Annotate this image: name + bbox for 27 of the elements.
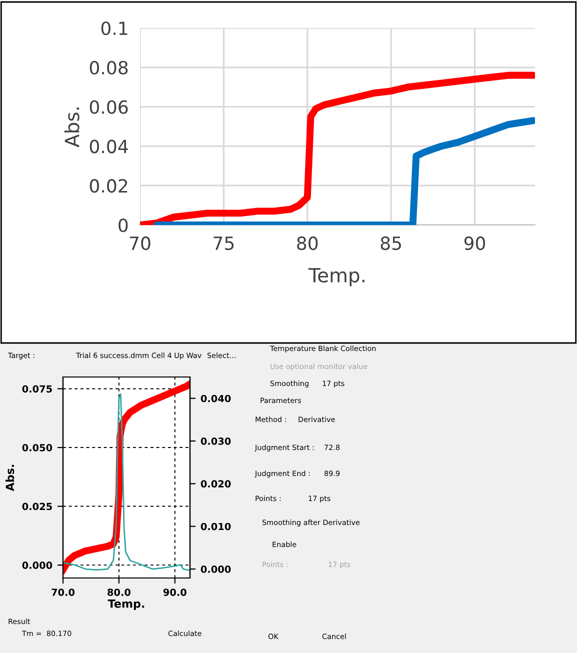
y-tick-label: 0.000 <box>22 562 52 569</box>
y-tick-label: 0.025 <box>22 502 52 510</box>
x-tick-label: 80.0 <box>108 588 130 596</box>
y-axis-title: Abs. <box>64 108 80 148</box>
y2-tick-label: 0.040 <box>200 394 231 402</box>
y2-tick-label: 0.020 <box>200 480 231 488</box>
x-tick-label: 85 <box>380 236 401 250</box>
x-axis-title: Temp. <box>308 268 364 286</box>
y-tick-label: 0.050 <box>22 444 52 452</box>
y2-tick-label: 0.030 <box>200 437 231 445</box>
y-tick-label: 0.08 <box>90 60 128 75</box>
x-tick-label: 75 <box>214 236 234 250</box>
y-tick-label: 0.04 <box>90 140 128 154</box>
x-axis-title: Temp. <box>108 600 144 610</box>
y-tick-label: 0.075 <box>22 385 52 393</box>
y-tick-label: 0.06 <box>90 100 128 114</box>
y-tick-label: 0 <box>118 218 128 232</box>
x-tick-label: 80 <box>297 236 318 250</box>
y-tick-label: 0.1 <box>101 21 128 36</box>
x-tick-label: 90 <box>464 236 486 250</box>
x-tick-label: 70.0 <box>52 588 75 596</box>
x-tick-label: 70 <box>130 236 150 250</box>
y2-tick-label: 0.010 <box>200 522 231 530</box>
y2-tick-label: 0.000 <box>200 566 231 573</box>
y-tick-label: 0.02 <box>90 179 128 193</box>
x-tick-label: 90.0 <box>163 588 186 596</box>
y-axis-title: Abs. <box>6 464 14 492</box>
